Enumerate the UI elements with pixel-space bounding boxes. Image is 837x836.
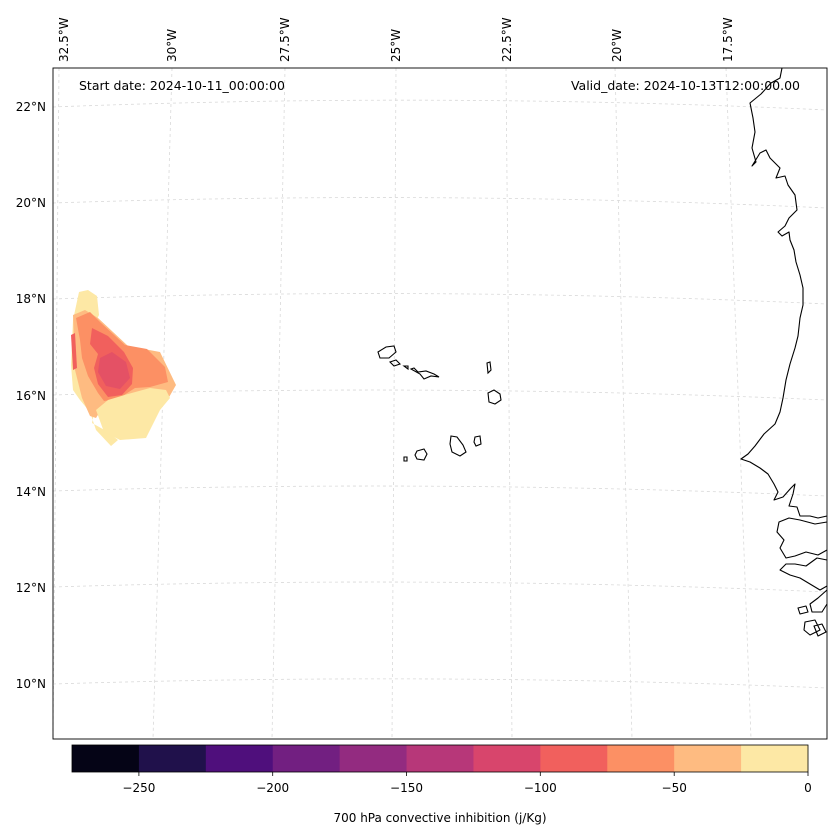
colorbar-swatch xyxy=(339,745,408,772)
start-date-annotation: Start date: 2024-10-11_00:00:00 xyxy=(79,78,285,93)
colorbar-label: 700 hPa convective inhibition (j/Kg) xyxy=(333,811,546,825)
colorbar-swatch xyxy=(674,745,742,772)
island-maio xyxy=(473,435,482,447)
colorbar-ticks xyxy=(138,772,809,776)
coastline-mauritania xyxy=(740,67,828,519)
colorbar-swatch xyxy=(473,745,541,772)
colorbar: −250 −200 −150 −100 −50 0 700 hPa convec… xyxy=(71,744,812,825)
colorbar-tick-label: −100 xyxy=(524,781,557,795)
colorbar-swatch xyxy=(406,745,474,772)
lon-label-20w: 20°W xyxy=(610,29,624,62)
colorbar-swatch xyxy=(138,745,207,772)
colorbar-swatch xyxy=(540,745,608,772)
lon-label-30w: 30°W xyxy=(165,29,179,62)
lat-label-14n: 14°N xyxy=(16,485,46,499)
island-sao-nicolau xyxy=(409,367,440,380)
colorbar-swatch xyxy=(607,745,675,772)
cin-contour-edge xyxy=(71,333,77,370)
lat-label-10n: 10°N xyxy=(16,677,46,691)
colorbar-tick-label: −150 xyxy=(390,781,423,795)
map-border xyxy=(52,67,828,740)
colorbar-swatch xyxy=(72,745,140,772)
meridian-gridlines xyxy=(52,67,752,740)
valid-date-annotation: Valid_date: 2024-10-13T12:00:00.00 xyxy=(571,78,800,93)
lat-label-16n: 16°N xyxy=(16,389,46,403)
lat-label-22n: 22°N xyxy=(16,100,46,114)
colorbar-tick-label: −50 xyxy=(662,781,687,795)
latitude-labels: 22°N 20°N 18°N 16°N 14°N 12°N 10°N xyxy=(16,100,46,691)
colorbar-tick-label: 0 xyxy=(804,781,812,795)
african-coastline xyxy=(740,67,828,637)
longitude-labels: 32.5°W 30°W 27.5°W 25°W 22.5°W 20°W 17.5… xyxy=(57,17,735,62)
coastline-guinea-bissau xyxy=(779,557,828,591)
lon-label-22-5w: 22.5°W xyxy=(500,17,514,62)
cin-contour-core-low xyxy=(96,388,170,440)
island-boa-vista xyxy=(487,389,502,405)
island-sal xyxy=(486,361,492,375)
island-brava xyxy=(403,456,408,462)
cape-verde-islands xyxy=(377,345,502,462)
island-santo-antao xyxy=(377,345,397,359)
coastline-gambia xyxy=(776,517,828,559)
map-background xyxy=(53,68,827,739)
lon-label-27-5w: 27.5°W xyxy=(278,17,292,62)
colorbar-tick-label: −250 xyxy=(122,781,155,795)
lon-label-25w: 25°W xyxy=(389,29,403,62)
island-sao-vicente xyxy=(388,359,402,367)
coastline-bijagos xyxy=(797,589,828,637)
map-panel xyxy=(52,67,828,740)
lat-label-20n: 20°N xyxy=(16,196,46,210)
colorbar-swatch xyxy=(272,745,341,772)
island-santa-luzia xyxy=(402,365,409,371)
lat-label-18n: 18°N xyxy=(16,292,46,306)
island-fogo xyxy=(414,448,428,461)
colorbar-tick-label: −200 xyxy=(256,781,289,795)
lon-label-17-5w: 17.5°W xyxy=(721,17,735,62)
island-santiago xyxy=(449,435,467,457)
colorbar-swatch xyxy=(205,745,274,772)
lat-label-12n: 12°N xyxy=(16,581,46,595)
cin-contours xyxy=(71,290,176,446)
cin-contour-100-to-125 xyxy=(98,352,130,389)
colorbar-swatches xyxy=(72,745,809,772)
lon-label-32-5w: 32.5°W xyxy=(57,17,71,62)
colorbar-swatch xyxy=(741,745,809,772)
colorbar-border xyxy=(71,744,809,773)
